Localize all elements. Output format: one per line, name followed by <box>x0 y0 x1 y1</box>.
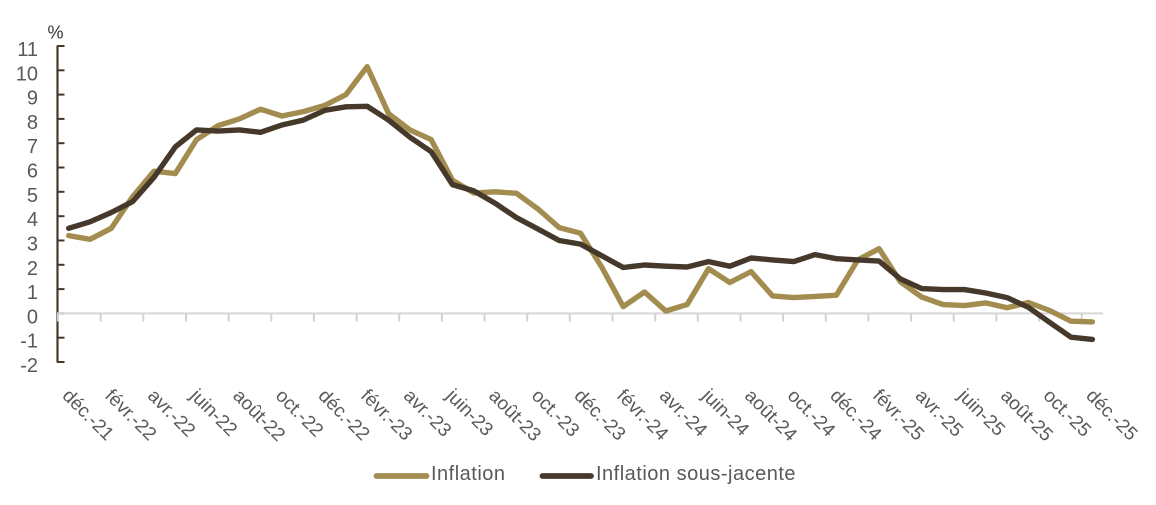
svg-text:9: 9 <box>27 88 38 110</box>
svg-text:5: 5 <box>27 185 38 207</box>
svg-text:-2: -2 <box>20 355 38 377</box>
svg-text:-1: -1 <box>20 331 38 353</box>
svg-text:7: 7 <box>27 136 38 158</box>
svg-text:Inflation sous-jacente: Inflation sous-jacente <box>596 463 796 485</box>
svg-text:8: 8 <box>27 112 38 134</box>
svg-text:%: % <box>47 22 63 42</box>
svg-text:2: 2 <box>27 258 38 280</box>
svg-text:0: 0 <box>27 306 38 328</box>
svg-text:11: 11 <box>17 39 38 61</box>
svg-text:10: 10 <box>16 63 38 85</box>
svg-text:6: 6 <box>27 161 38 183</box>
svg-text:4: 4 <box>27 209 38 231</box>
svg-text:Inflation: Inflation <box>431 463 506 485</box>
svg-text:3: 3 <box>27 234 38 256</box>
svg-text:1: 1 <box>27 282 38 304</box>
